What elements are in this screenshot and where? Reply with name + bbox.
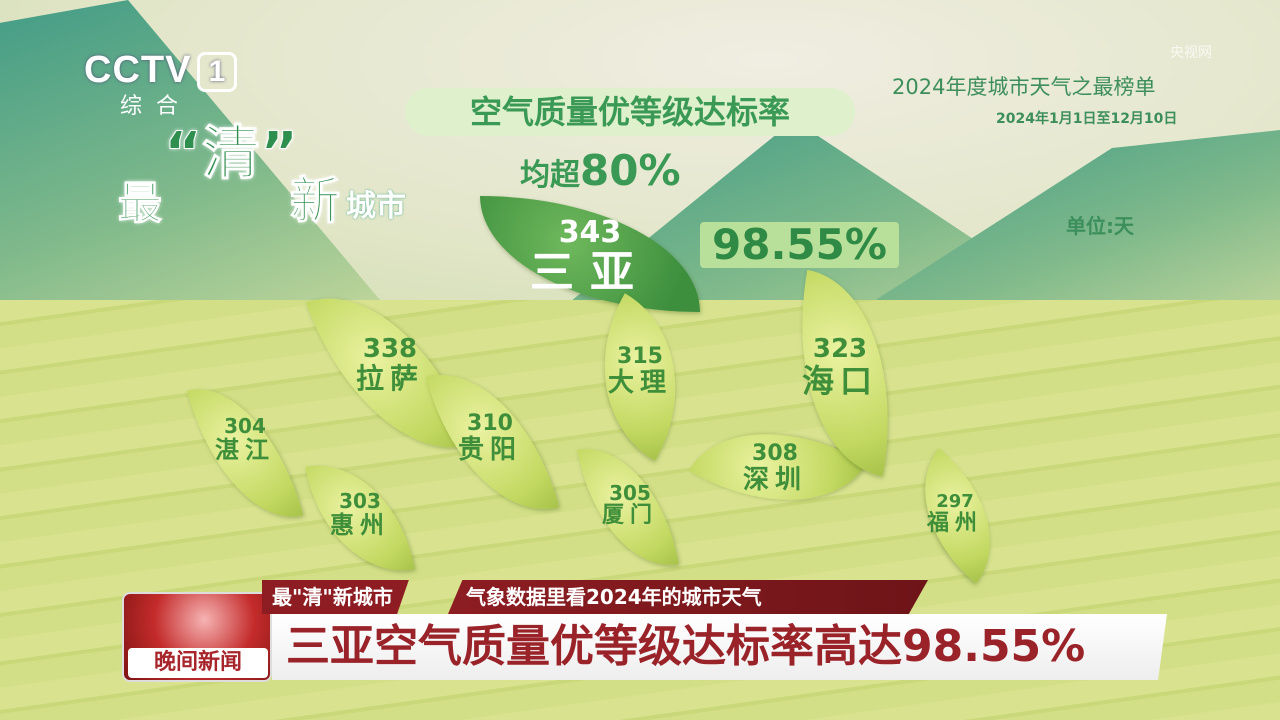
city-days: 297: [936, 491, 974, 512]
city-days: 343: [558, 215, 622, 250]
city-days: 305: [609, 481, 651, 505]
ranking-title: 2024年度城市天气之最榜单: [892, 75, 1156, 99]
city-days: 323: [812, 334, 868, 364]
slogan-part: 新: [290, 172, 341, 230]
city-days: 304: [224, 414, 266, 438]
city-name: 海口: [801, 361, 878, 400]
city-name: 三亚: [530, 247, 650, 298]
leaf-label: 305 厦门: [570, 482, 690, 528]
unit-label: 单位:天: [1066, 214, 1134, 238]
leaf-label: 323 海口: [780, 335, 900, 399]
top-rate: 98.55%: [700, 222, 899, 268]
channel-number: 1: [197, 51, 238, 92]
headline-line1: 空气质量优等级达标率: [405, 88, 855, 136]
headline-prefix: 均超: [520, 158, 580, 193]
slogan-part: 城市: [346, 189, 406, 224]
leaf-label: 308 深圳: [715, 441, 835, 496]
leaf-label-sanya: 343 三亚: [520, 216, 660, 297]
city-name: 湛江: [215, 436, 275, 464]
city-days: 338: [362, 334, 418, 364]
slogan-part: 最: [118, 178, 163, 229]
city-name: 福州: [926, 510, 983, 536]
city-days: 308: [752, 441, 798, 466]
leaf-label: 297 福州: [895, 492, 1015, 536]
city-name: 贵阳: [457, 435, 522, 466]
channel-logo: CCTV 1: [84, 48, 238, 92]
ticker-topic: 气象数据里看2024年的城市天气: [448, 580, 928, 614]
headline-line2: 均超80%: [520, 146, 681, 195]
program-name: 晚间新闻: [128, 648, 268, 678]
ticker-title: 三亚空气质量优等级达标率高达98.55%: [272, 614, 1167, 680]
city-name: 深圳: [742, 465, 807, 496]
channel-subtitle: 综合: [120, 94, 193, 119]
headline-value: 80%: [580, 146, 681, 195]
slogan-part: “清”: [163, 119, 299, 187]
city-name: 拉萨: [355, 361, 424, 395]
city-days: 303: [339, 489, 381, 513]
city-days: 310: [467, 411, 513, 436]
city-name: 厦门: [601, 503, 658, 528]
city-name: 惠州: [330, 511, 390, 539]
watermark: 央视网: [1170, 45, 1212, 61]
leaf-label: 315 大理: [580, 344, 700, 399]
ranking-period: 2024年1月1日至12月10日: [996, 111, 1178, 127]
ticker-tag: 最"清"新城市: [262, 580, 409, 614]
leaf-label: 310 贵阳: [430, 411, 550, 466]
city-name: 大理: [607, 368, 672, 399]
leaf-label: 303 惠州: [300, 490, 420, 538]
city-days: 315: [617, 344, 663, 369]
channel-logo-text: CCTV: [84, 49, 192, 91]
leaf-label: 338 拉萨: [330, 335, 450, 394]
leaf-label: 304 湛江: [185, 415, 305, 463]
